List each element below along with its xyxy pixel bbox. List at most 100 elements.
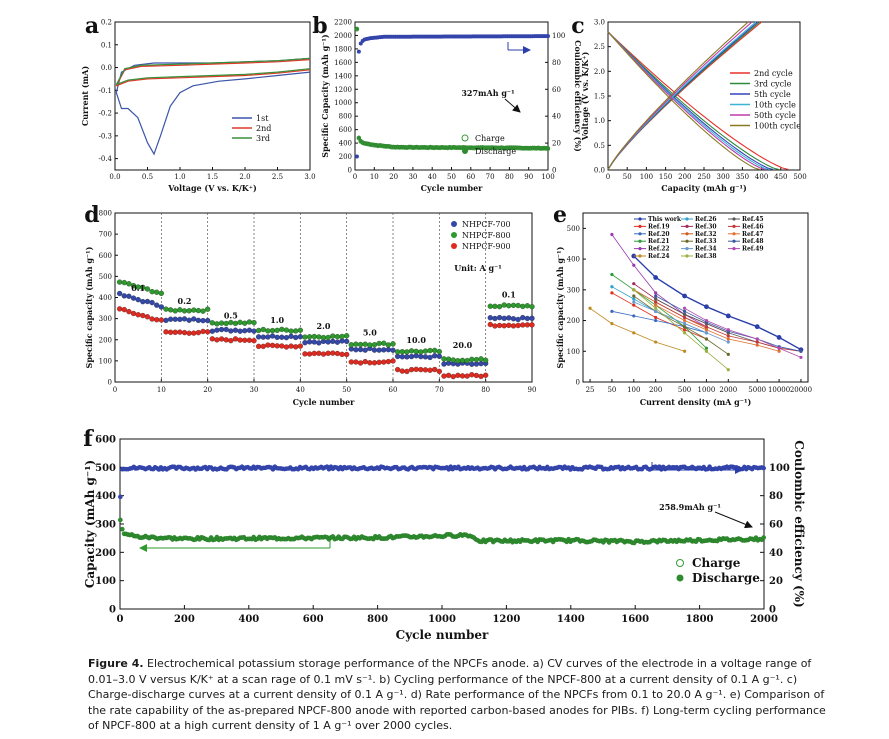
panel-c-ylabel: Voltage (V vs. K/K⁺) [580, 52, 590, 142]
panel-b-y2label: Coulombic efficiency (%) [573, 40, 583, 152]
panel-d-point-NHPCF-700 [506, 315, 512, 321]
panel-d-xtick-label: 20 [203, 386, 212, 394]
panel-e-point-Ref.47 [726, 337, 730, 341]
panel-f-xtick-label: 400 [238, 614, 259, 625]
panel-d-point-NHPCF-800 [367, 342, 373, 348]
panel-b-xtick-label: 90 [524, 173, 533, 181]
panel-e-point-Ref.46 [654, 300, 658, 304]
panel-d-xlabel: Cycle number [293, 397, 356, 407]
panel-d-point-NHPCF-800 [214, 321, 220, 327]
panel-d-point-NHPCF-900 [501, 323, 507, 329]
panel-f-capacity-point [119, 526, 125, 532]
panel-d-point-NHPCF-800 [283, 327, 290, 333]
panel-f-xtick-label: 1800 [686, 614, 714, 625]
panel-c-charge-curve-100th cycle [607, 21, 749, 170]
panel-d-point-NHPCF-800 [510, 302, 517, 308]
panel-d-point-NHPCF-800 [399, 349, 405, 355]
panel-d-point-NHPCF-900 [436, 368, 442, 375]
panel-d-point-NHPCF-900 [427, 367, 433, 373]
panel-d-point-NHPCF-700 [246, 327, 253, 333]
panel-d-point-NHPCF-900 [135, 312, 141, 318]
panel-d-point-NHPCF-800 [408, 348, 415, 354]
panel-f-legend-charge-swatch [676, 559, 684, 567]
panel-d-point-NHPCF-800 [427, 347, 433, 354]
panel-b-ytick-label: 600 [339, 126, 352, 134]
panel-d-point-NHPCF-700 [251, 328, 257, 334]
panel-d-point-NHPCF-700 [330, 338, 336, 345]
panel-d-point-NHPCF-700 [186, 317, 192, 323]
panel-e-point-Ref.47 [682, 318, 687, 323]
panel-d-ytick-label: 300 [99, 315, 112, 323]
panel-e-legend-label: Ref.20 [648, 231, 670, 238]
panel-d-xtick-label: 0 [113, 386, 117, 394]
panel-b-annotation: 327mAh g⁻¹ [461, 88, 514, 98]
panel-d-point-NHPCF-800 [404, 349, 410, 355]
panel-d-point-NHPCF-800 [390, 341, 396, 347]
panel-e-xlabel: Current density (mA g⁻¹) [640, 397, 752, 407]
panel-d-point-NHPCF-900 [520, 322, 526, 328]
panel-d-ytick-label: 500 [99, 273, 112, 281]
panel-a-xtick-label: 0.0 [109, 173, 120, 181]
panel-d-point-NHPCF-700 [140, 299, 146, 305]
panel-f-efficiency-point [761, 465, 766, 471]
panel-e-point-Ref.38 [654, 306, 658, 310]
panel-d-point-NHPCF-700 [344, 338, 350, 345]
panel-e-legend-marker [638, 254, 642, 258]
panel-b-legend-discharge-swatch [462, 148, 468, 154]
panel-b-ylabel: Specific Capacity (mAh g⁻¹) [320, 34, 330, 158]
panel-d-point-NHPCF-800 [450, 357, 456, 363]
panel-e-point-Ref.19 [610, 291, 614, 295]
panel-e: e 25 50 100 200 500 1000 2000 5000 10000 20000 0 100… [553, 202, 812, 407]
panel-b-charge-point [545, 146, 551, 151]
panel-e-legend-marker [732, 232, 736, 236]
panel-d-point-NHPCF-900 [404, 368, 410, 375]
panel-d-point-NHPCF-900 [297, 343, 303, 349]
panel-d-point-NHPCF-900 [158, 317, 164, 323]
panel-d-point-NHPCF-800 [228, 319, 234, 326]
panel-d-point-NHPCF-700 [492, 315, 498, 322]
panel-d-point-NHPCF-800 [126, 281, 132, 287]
panel-e-xtick-label: 50 [607, 386, 616, 394]
panel-e-point-Ref.33 [682, 325, 687, 329]
panel-d-point-NHPCF-700 [163, 317, 169, 324]
panel-f-ytick-label: 600 [95, 435, 116, 446]
panel-d-point-NHPCF-800 [496, 304, 503, 310]
panel-e-point-Ref.47 [654, 303, 658, 307]
panel-e-legend-marker [685, 217, 689, 221]
panel-b-y2tick-label: 20 [552, 140, 561, 148]
panel-d-rate-label: 10.0 [406, 335, 426, 345]
panel-e-legend-marker [638, 224, 642, 228]
panel-e-legend-label: Ref.22 [648, 246, 670, 253]
panel-d-point-NHPCF-700 [325, 339, 331, 345]
panel-a-ytick-label: -0.1 [99, 87, 113, 95]
panel-e-xtick-label: 20000 [790, 386, 812, 394]
panel-f-xtick-label: 1400 [557, 614, 585, 625]
panel-e-xtick-label: 5000 [748, 386, 766, 394]
panel-e-point-Ref.26 [632, 297, 636, 301]
panel-e-point-Ref.48 [654, 294, 658, 298]
panel-d-point-NHPCF-700 [172, 316, 178, 322]
panel-d-point-NHPCF-700 [302, 340, 308, 346]
panel-e-point-Ref.49 [704, 318, 709, 323]
panel-e-legend-marker [685, 232, 689, 236]
panel-d-point-NHPCF-900 [232, 336, 239, 342]
panel-d-xtick-label: 80 [481, 386, 490, 394]
panel-e-point-Ref.24 [588, 306, 592, 310]
panel-d-point-NHPCF-900 [469, 372, 475, 378]
panel-d-point-NHPCF-900 [246, 337, 253, 343]
panel-d-point-NHPCF-700 [524, 315, 531, 322]
panel-d-point-NHPCF-700 [195, 317, 202, 324]
panel-f-legend-discharge-swatch [676, 574, 684, 582]
panel-d-xtick-label: 70 [435, 386, 444, 394]
panel-d-point-NHPCF-900 [357, 360, 364, 366]
panel-c-discharge-curve-50th cycle [607, 31, 766, 171]
panel-b-legend-charge-swatch [461, 134, 469, 142]
panel-f-legend-discharge: Discharge [692, 571, 760, 585]
panel-b-xtick-label: 80 [505, 173, 514, 181]
panel-e-point-This work [725, 313, 731, 319]
panel-f-y2tick-label: 80 [769, 491, 783, 502]
panel-d-point-NHPCF-700 [371, 347, 378, 353]
panel-d-point-NHPCF-900 [116, 306, 123, 312]
panel-e-point-Ref.46 [755, 340, 759, 344]
panel-d-point-NHPCF-700 [385, 347, 392, 353]
